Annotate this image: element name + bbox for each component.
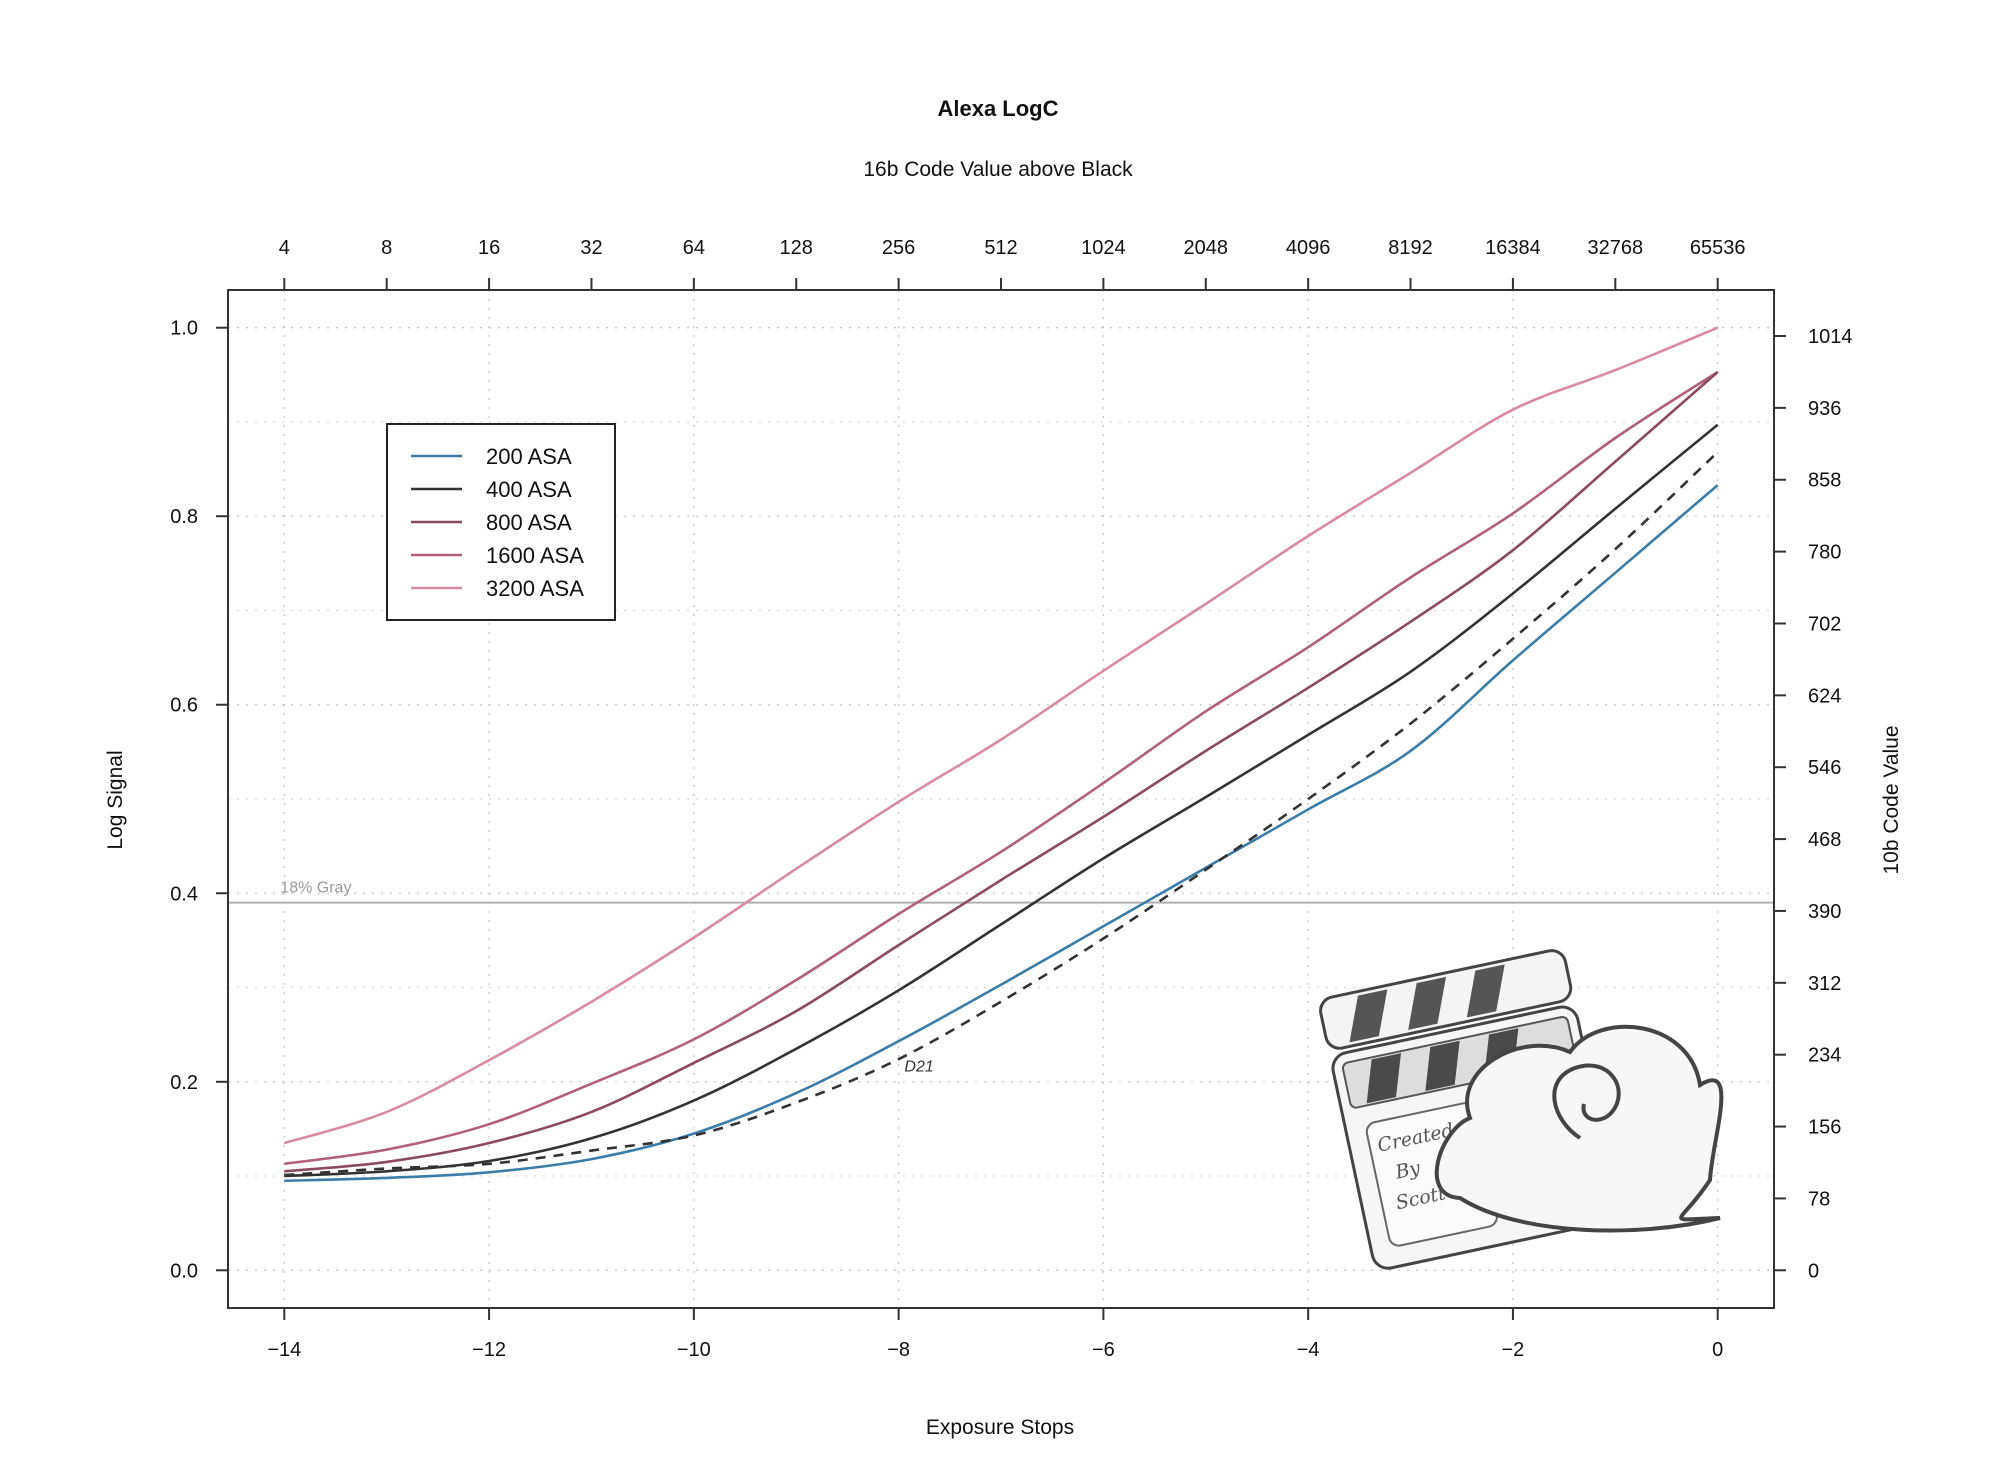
d21-dashed-line <box>284 451 1719 1177</box>
legend-label: 800 ASA <box>486 510 572 535</box>
x-axis-top: 4 8 16 32 64 128 256 512 1024 2048 4096 8192 16384 32… <box>279 237 1746 290</box>
top-tick-label: 65536 <box>1690 237 1746 259</box>
y-tick-label: 0.0 <box>170 1260 198 1282</box>
logo-text-line-2: By <box>1392 1157 1422 1184</box>
logo-cloud <box>1434 1024 1724 1233</box>
top-tick-label: 1024 <box>1081 237 1126 259</box>
series-line-800-asa <box>284 371 1719 1173</box>
right-y-axis-label: 10b Code Value <box>1880 725 1903 874</box>
top-tick-label: 32768 <box>1587 237 1643 259</box>
x-tick-label: −4 <box>1297 1339 1320 1361</box>
clapper-back-arm <box>1319 949 1573 1050</box>
x-tick-label: 0 <box>1712 1339 1723 1361</box>
top-tick-label: 8192 <box>1388 237 1433 259</box>
right-tick-label: 858 <box>1808 470 1841 492</box>
top-axis-title: 16b Code Value above Black <box>863 158 1133 181</box>
top-tick-label: 16384 <box>1485 237 1541 259</box>
top-tick-label: 32 <box>580 237 602 259</box>
top-tick-label: 128 <box>780 237 813 259</box>
y-axis-left: 0.0 0.2 0.4 0.6 0.8 1.0 <box>170 318 228 1282</box>
legend-label: 400 ASA <box>486 477 572 502</box>
y-axis-right: 0 78 156 234 312 390 468 546 624 702 780 858 936 1014 <box>1774 326 1853 1282</box>
legend-label: 3200 ASA <box>486 576 584 601</box>
y-tick-label: 0.8 <box>170 506 198 528</box>
top-tick-label: 2048 <box>1184 237 1229 259</box>
top-tick-label: 8 <box>381 237 392 259</box>
series-line-3200-asa <box>283 326 1719 1145</box>
right-tick-label: 936 <box>1808 398 1841 420</box>
right-tick-label: 312 <box>1808 973 1841 995</box>
series-line-200-asa <box>284 484 1719 1183</box>
right-tick-label: 156 <box>1808 1117 1841 1139</box>
legend-label: 200 ASA <box>486 444 572 469</box>
series-layer <box>283 326 1719 1183</box>
y-tick-label: 0.4 <box>170 883 198 905</box>
x-axis-bottom: −14 −12 −10 −8 −6 −4 −2 0 <box>267 1308 1723 1361</box>
x-tick-label: −6 <box>1092 1339 1115 1361</box>
y-tick-label: 0.6 <box>170 695 198 717</box>
right-tick-label: 78 <box>1808 1188 1830 1210</box>
gray-reference-label: 18% Gray <box>280 880 351 897</box>
right-tick-label: 780 <box>1808 542 1841 564</box>
d21-curve-group: D21 <box>284 451 1719 1177</box>
x-tick-label: −12 <box>472 1339 506 1361</box>
top-tick-label: 16 <box>478 237 500 259</box>
right-tick-label: 624 <box>1808 685 1841 707</box>
right-tick-label: 1014 <box>1808 326 1853 348</box>
x-tick-label: −14 <box>267 1339 301 1361</box>
right-tick-label: 390 <box>1808 901 1841 923</box>
logo-cloud-swirl <box>1552 1063 1621 1140</box>
x-tick-label: −10 <box>677 1339 711 1361</box>
gray-reference: 18% Gray <box>228 880 1774 904</box>
x-tick-label: −8 <box>887 1339 910 1361</box>
series-line-400-asa <box>284 423 1719 1178</box>
y-tick-label: 1.0 <box>170 318 198 340</box>
series-line-1600-asa <box>284 370 1719 1166</box>
y-tick-label: 0.2 <box>170 1072 198 1094</box>
right-tick-label: 546 <box>1808 757 1841 779</box>
top-tick-label: 4 <box>279 237 290 259</box>
top-tick-label: 512 <box>984 237 1017 259</box>
created-by-scott-logo: Created By Scott <box>1319 949 1724 1270</box>
right-tick-label: 702 <box>1808 613 1841 635</box>
right-tick-label: 468 <box>1808 829 1841 851</box>
right-tick-label: 234 <box>1808 1045 1841 1067</box>
top-tick-label: 64 <box>683 237 705 259</box>
x-tick-label: −2 <box>1502 1339 1525 1361</box>
legend-label: 1600 ASA <box>486 543 584 568</box>
top-tick-label: 4096 <box>1286 237 1331 259</box>
right-tick-label: 0 <box>1808 1260 1819 1282</box>
top-tick-label: 256 <box>882 237 915 259</box>
chart-title: Alexa LogC <box>937 96 1058 121</box>
x-axis-label: Exposure Stops <box>926 1416 1074 1439</box>
y-axis-label: Log Signal <box>104 750 127 849</box>
d21-label: D21 <box>904 1059 933 1076</box>
legend: 200 ASA 400 ASA 800 ASA 1600 ASA 3200 ASA <box>386 423 616 621</box>
